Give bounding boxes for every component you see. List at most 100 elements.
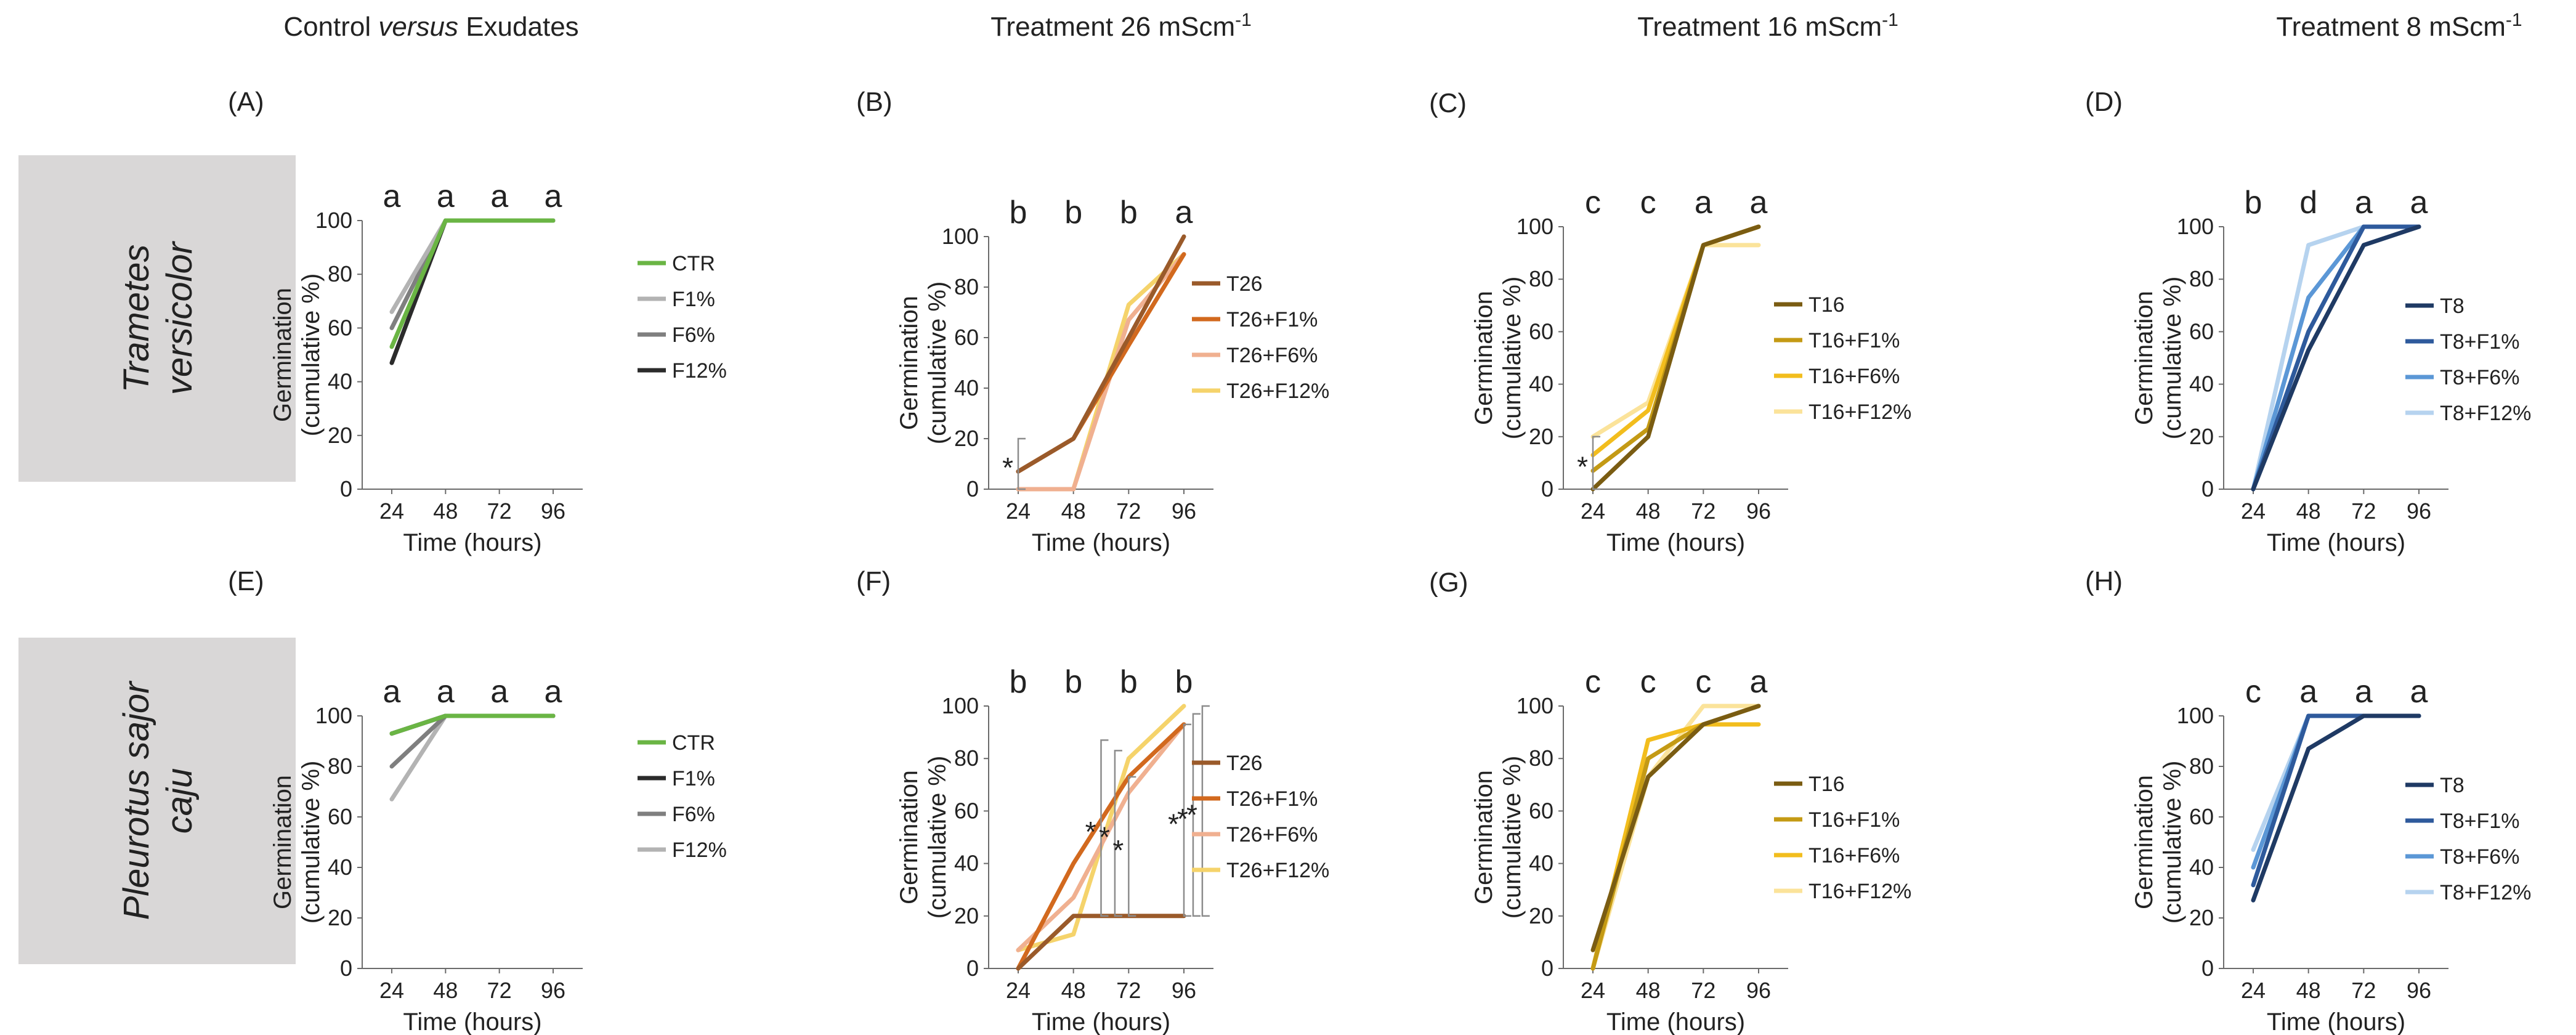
y-tick-label: 20 bbox=[2189, 424, 2214, 449]
legend-label: F1% bbox=[672, 767, 715, 790]
column-title: Treatment 26 mScm-1 bbox=[990, 10, 1252, 42]
panel-letter: (B) bbox=[856, 87, 893, 117]
legend-entry: T26+F1% bbox=[1192, 787, 1318, 811]
series-line bbox=[1016, 234, 1186, 474]
y-tick-label: 40 bbox=[328, 369, 352, 394]
y-tick-label: 100 bbox=[2177, 703, 2214, 728]
row-label-line: versicolor bbox=[160, 240, 200, 395]
y-tick-label: 0 bbox=[1541, 956, 1553, 981]
significance-letter: a bbox=[383, 179, 401, 214]
legend-entry: T8+F1% bbox=[2405, 810, 2519, 833]
legend-entry: T16+F6% bbox=[1774, 844, 1900, 867]
x-tick-label: 96 bbox=[541, 498, 565, 524]
series-line bbox=[1590, 704, 1761, 971]
y-axis-title: Germination(cumulative %) bbox=[2131, 761, 2186, 924]
y-tick-label: 0 bbox=[2201, 956, 2214, 981]
x-tick-label: 72 bbox=[1691, 978, 1715, 1003]
y-tick-label: 20 bbox=[954, 426, 979, 451]
significance-asterisk: * bbox=[1577, 450, 1588, 482]
legend-label: T8 bbox=[2440, 774, 2465, 797]
series-line bbox=[2251, 224, 2421, 492]
significance-letter: c bbox=[1640, 185, 1656, 221]
column-title: Treatment 8 mScm-1 bbox=[2276, 10, 2522, 42]
column-title-text: Treatment 26 mScm-1 bbox=[990, 10, 1252, 42]
legend-label: CTR bbox=[672, 731, 715, 755]
y-tick-label: 20 bbox=[328, 905, 352, 930]
y-axis-title-line: Germination bbox=[896, 770, 923, 904]
significance-asterisk: * bbox=[1085, 816, 1096, 848]
legend-label: T16+F12% bbox=[1808, 880, 1911, 903]
column-title-part: Exudates bbox=[458, 12, 579, 42]
y-tick-label: 60 bbox=[328, 804, 352, 829]
y-axis-title: Germination(cumulative %) bbox=[1470, 756, 1526, 919]
y-tick-label: 20 bbox=[1529, 424, 1553, 449]
panel-letter: (C) bbox=[1429, 88, 1467, 118]
legend-entry: T26+F1% bbox=[1192, 308, 1318, 331]
significance-letter: b bbox=[1064, 664, 1082, 700]
x-tick-label: 96 bbox=[1746, 498, 1771, 524]
y-tick-label: 80 bbox=[2189, 753, 2214, 779]
y-tick-label: 100 bbox=[1517, 693, 1553, 718]
significance-bracket bbox=[1128, 776, 1136, 917]
significance-bracket bbox=[1100, 739, 1109, 917]
y-axis-title: Germination(cumulative %) bbox=[269, 761, 325, 924]
y-tick-label: 0 bbox=[340, 956, 352, 981]
y-tick-label: 100 bbox=[942, 693, 979, 718]
legend-entry: T26 bbox=[1192, 752, 1263, 775]
significance-letter: a bbox=[490, 179, 508, 214]
legend-entry: T16+F12% bbox=[1774, 880, 1911, 903]
significance-letter: a bbox=[437, 179, 455, 214]
x-axis-title: Time (hours) bbox=[1032, 529, 1170, 556]
x-axis-title: Time (hours) bbox=[1032, 1009, 1170, 1035]
legend-label: F12% bbox=[672, 838, 727, 862]
y-axis-title-line: (cumulative %) bbox=[924, 756, 951, 919]
y-tick-label: 40 bbox=[328, 854, 352, 880]
significance-letter: a bbox=[437, 674, 455, 710]
legend-entry: T8+F12% bbox=[2405, 402, 2531, 425]
legend-entry: F12% bbox=[638, 359, 727, 383]
y-axis-title-line: Germination bbox=[1470, 770, 1497, 904]
significance-bracket bbox=[1201, 705, 1210, 917]
series-line bbox=[1016, 252, 1186, 492]
significance-letter: a bbox=[545, 179, 562, 214]
y-tick-label: 80 bbox=[328, 753, 352, 779]
y-tick-label: 100 bbox=[942, 224, 979, 249]
significance-letter: a bbox=[383, 674, 401, 710]
significance-letter: a bbox=[490, 674, 508, 710]
legend-entry: T8+F6% bbox=[2405, 366, 2519, 389]
column-title-superscript: -1 bbox=[2506, 10, 2522, 30]
significance-letter: b bbox=[1120, 195, 1138, 230]
legend-label: T16+F1% bbox=[1808, 808, 1900, 832]
significance-letter: c bbox=[1640, 664, 1656, 700]
legend-entry: T16+F1% bbox=[1774, 329, 1900, 352]
row-label: Pleurotus sajorcaju bbox=[18, 638, 296, 964]
significance-letter: b bbox=[1064, 195, 1082, 230]
x-tick-label: 24 bbox=[2241, 498, 2266, 524]
legend-entry: CTR bbox=[638, 731, 715, 755]
y-tick-label: 80 bbox=[954, 274, 979, 299]
significance-letter: a bbox=[1175, 195, 1193, 230]
x-tick-label: 72 bbox=[487, 498, 512, 524]
series-line bbox=[1016, 252, 1186, 492]
legend-entry: F12% bbox=[638, 838, 727, 862]
y-tick-label: 40 bbox=[2189, 371, 2214, 397]
significance-bracket bbox=[1017, 437, 1026, 490]
series-line bbox=[389, 218, 556, 349]
y-axis-title-line: (cumulative %) bbox=[2159, 761, 2186, 924]
significance-letter: c bbox=[1695, 664, 1711, 700]
series-line bbox=[2251, 713, 2421, 903]
y-tick-label: 0 bbox=[2201, 476, 2214, 501]
x-tick-label: 48 bbox=[1061, 978, 1086, 1003]
x-tick-label: 96 bbox=[541, 978, 565, 1003]
significance-letter: a bbox=[2355, 185, 2373, 221]
series-line bbox=[1590, 704, 1761, 952]
x-tick-label: 72 bbox=[1116, 978, 1141, 1003]
y-axis-title-line: (cumulative %) bbox=[1499, 756, 1526, 919]
significance-letter: b bbox=[2245, 185, 2262, 221]
legend-label: T16+F6% bbox=[1808, 844, 1900, 867]
legend-entry: T8 bbox=[2405, 294, 2465, 318]
y-axis-title-line: (cumulative %) bbox=[924, 282, 951, 445]
